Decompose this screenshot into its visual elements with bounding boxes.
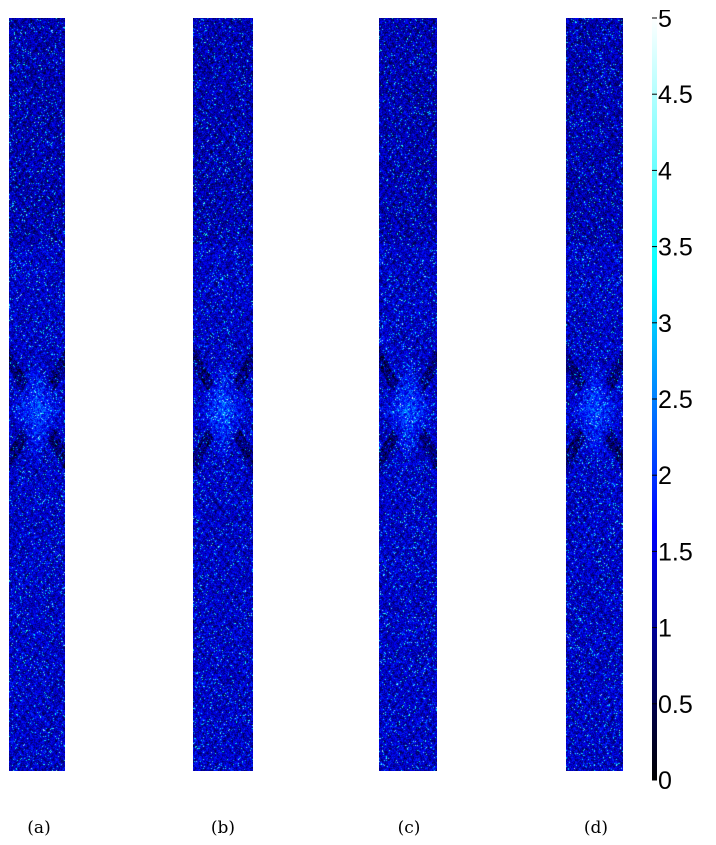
colorbar: 0 0.5 1 1.5 2 2.5 3 3.5 4 4.5 5 — [652, 10, 693, 795]
colorbar-tick-label: 4.5 — [658, 81, 693, 109]
colorbar-ticks: 0 0.5 1 1.5 2 2.5 3 3.5 4 4.5 5 — [652, 10, 693, 795]
colorbar-tick-label: 5 — [658, 10, 672, 33]
colorbar-tick-label: 1 — [658, 615, 672, 643]
panel-label-c: (c) — [397, 818, 421, 838]
colorbar-tick-label: 4 — [658, 157, 672, 185]
heatmap-canvas-b — [193, 18, 253, 771]
heatmap-canvas-d — [566, 18, 623, 771]
heatmap-panel-b — [193, 18, 253, 771]
colorbar-tick-label: 3 — [658, 310, 672, 338]
colorbar-tick-label: 0.5 — [658, 691, 693, 719]
heatmap-canvas-a — [9, 18, 65, 771]
heatmap-canvas-c — [379, 18, 437, 771]
panel-label-a: (a) — [27, 818, 51, 838]
colorbar-tick-label: 2 — [658, 462, 672, 490]
heatmap-panel-c — [379, 18, 437, 771]
colorbar-tick-label: 0 — [658, 767, 672, 795]
heatmap-panel-a — [9, 18, 65, 771]
panel-label-b: (b) — [210, 818, 236, 838]
panel-label-d: (d) — [583, 818, 609, 838]
heatmap-panel-d — [566, 18, 623, 771]
colorbar-tick-label: 3.5 — [658, 234, 693, 262]
colorbar-tick-label: 1.5 — [658, 538, 693, 566]
colorbar-tick-label: 2.5 — [658, 386, 693, 414]
